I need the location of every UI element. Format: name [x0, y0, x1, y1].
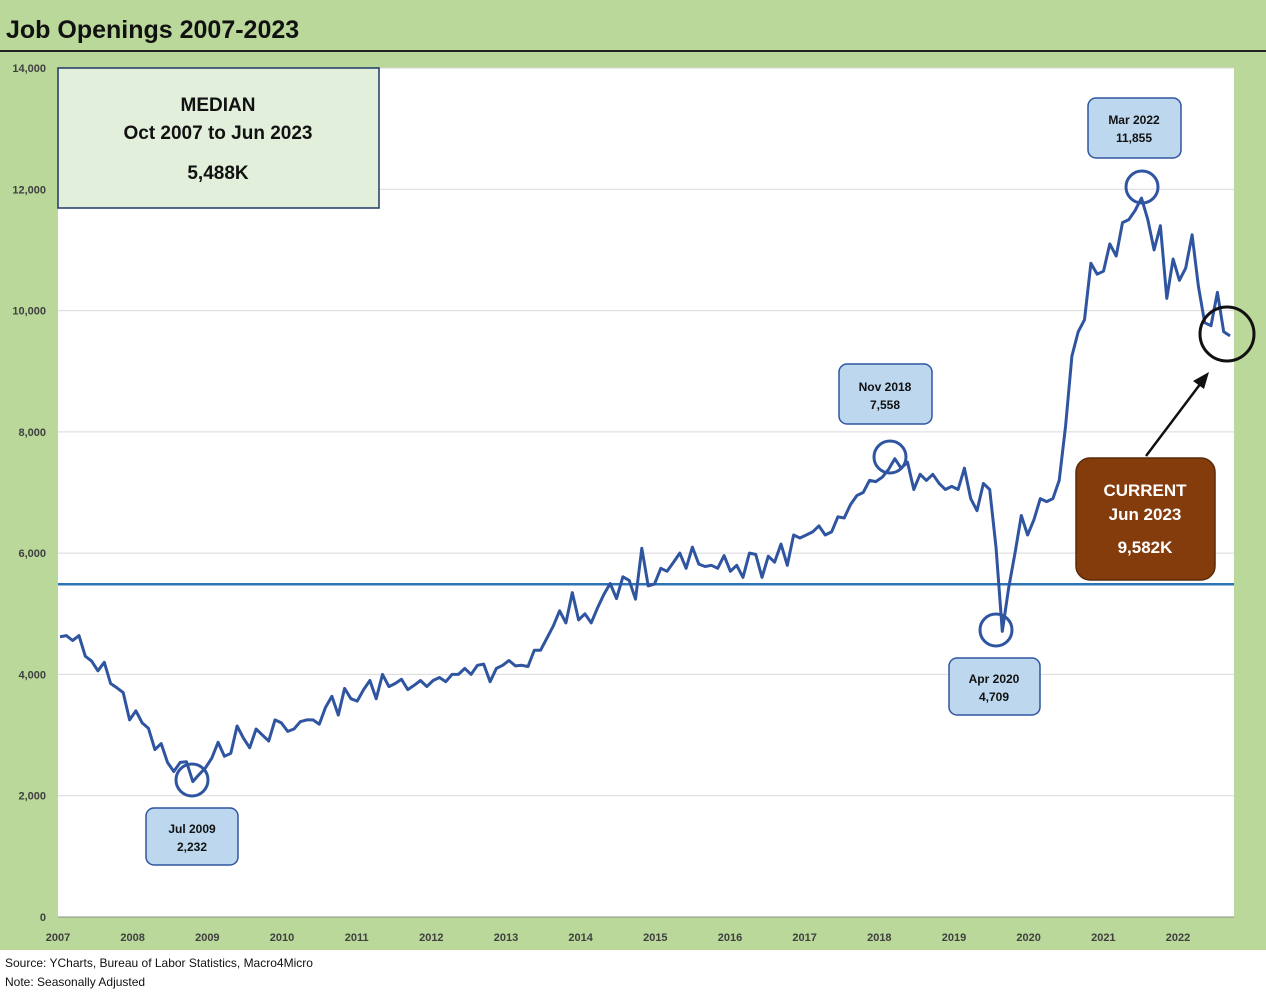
y-tick-label: 0 — [40, 912, 46, 924]
x-tick-label: 2019 — [942, 932, 966, 944]
highlight-circle-trough-2009 — [174, 762, 210, 798]
x-tick-label: 2018 — [867, 932, 891, 944]
y-tick-label: 2,000 — [18, 791, 46, 803]
x-tick-label: 2008 — [120, 932, 144, 944]
current-arrow-head — [1193, 372, 1209, 389]
chart-svg: 02,0004,0006,0008,00010,00012,00014,000 … — [12, 63, 1256, 944]
y-tick-label: 10,000 — [12, 306, 46, 318]
callout-peak-2018: Nov 2018 7,558 — [838, 363, 933, 425]
x-axis-ticks: 2007 2008 2009 2010 2011 2012 2013 2014 2015 2016… — [46, 932, 1190, 944]
x-tick-label: 2011 — [345, 932, 369, 944]
y-tick-label: 4,000 — [18, 669, 46, 681]
highlight-circle-peak-2018 — [872, 439, 908, 475]
median-box: MEDIAN Oct 2007 to Jun 2023 5,488K — [57, 67, 380, 209]
y-tick-label: 14,000 — [12, 63, 46, 75]
x-tick-label: 2010 — [270, 932, 294, 944]
callout-peak-2018-value: 7,558 — [870, 398, 900, 412]
x-tick-label: 2012 — [419, 932, 443, 944]
callout-trough-2020-value: 4,709 — [979, 690, 1009, 704]
callout-trough-2009: Jul 2009 2,232 — [145, 807, 239, 866]
chart-title: Job Openings 2007-2023 — [6, 16, 300, 44]
x-tick-label: 2014 — [568, 932, 593, 944]
x-tick-label: 2013 — [494, 932, 518, 944]
highlight-circle-current — [1198, 305, 1256, 363]
y-axis-ticks: 0 2,000 4,000 6,000 8,000 10,000 12,000 14,000 — [12, 63, 46, 924]
current-box: CURRENT Jun 2023 9,582K — [1075, 457, 1216, 581]
x-tick-label: 2007 — [46, 932, 70, 944]
callout-trough-2020: Apr 2020 4,709 — [948, 657, 1041, 716]
callout-trough-2009-label: Jul 2009 — [168, 822, 216, 836]
callout-trough-2009-value: 2,232 — [177, 840, 207, 854]
x-tick-label: 2009 — [195, 932, 219, 944]
current-arrow-shaft — [1145, 382, 1202, 457]
callout-peak-2022: Mar 2022 11,855 — [1087, 97, 1182, 159]
median-box-title: MEDIAN — [181, 95, 256, 116]
callout-peak-2018-bg — [838, 363, 933, 425]
callout-peak-2022-label: Mar 2022 — [1108, 113, 1160, 127]
current-box-bg — [1075, 457, 1216, 581]
seasonal-note: Note: Seasonally Adjusted — [5, 975, 146, 989]
x-tick-label: 2022 — [1166, 932, 1190, 944]
callout-peak-2022-value: 11,855 — [1116, 131, 1152, 145]
x-tick-label: 2017 — [792, 932, 816, 944]
highlight-circle-trough-2020 — [978, 612, 1014, 648]
x-tick-label: 2021 — [1091, 932, 1115, 944]
plot-area — [58, 68, 1234, 917]
callout-peak-2018-label: Nov 2018 — [859, 380, 912, 394]
y-tick-label: 12,000 — [12, 184, 46, 196]
callout-trough-2020-label: Apr 2020 — [969, 672, 1020, 686]
source-note: Source: YCharts, Bureau of Labor Statist… — [5, 956, 313, 970]
y-tick-label: 8,000 — [18, 427, 46, 439]
current-box-title: CURRENT — [1103, 481, 1187, 500]
median-box-value: 5,488K — [187, 163, 249, 184]
x-tick-label: 2015 — [643, 932, 667, 944]
callout-trough-2020-bg — [948, 657, 1041, 716]
y-tick-label: 6,000 — [18, 548, 46, 560]
title-divider — [0, 50, 1266, 52]
median-box-period: Oct 2007 to Jun 2023 — [123, 123, 312, 144]
current-box-value: 9,582K — [1118, 538, 1174, 557]
current-box-period: Jun 2023 — [1109, 505, 1182, 524]
current-arrow — [1145, 372, 1209, 457]
highlight-circles — [174, 169, 1256, 798]
callout-peak-2022-bg — [1087, 97, 1182, 159]
callout-trough-2009-bg — [145, 807, 239, 866]
median-box-bg — [57, 67, 380, 209]
series-line — [59, 196, 1231, 784]
x-tick-label: 2016 — [718, 932, 742, 944]
x-tick-label: 2020 — [1016, 932, 1040, 944]
highlight-circle-peak-2022 — [1124, 169, 1160, 205]
